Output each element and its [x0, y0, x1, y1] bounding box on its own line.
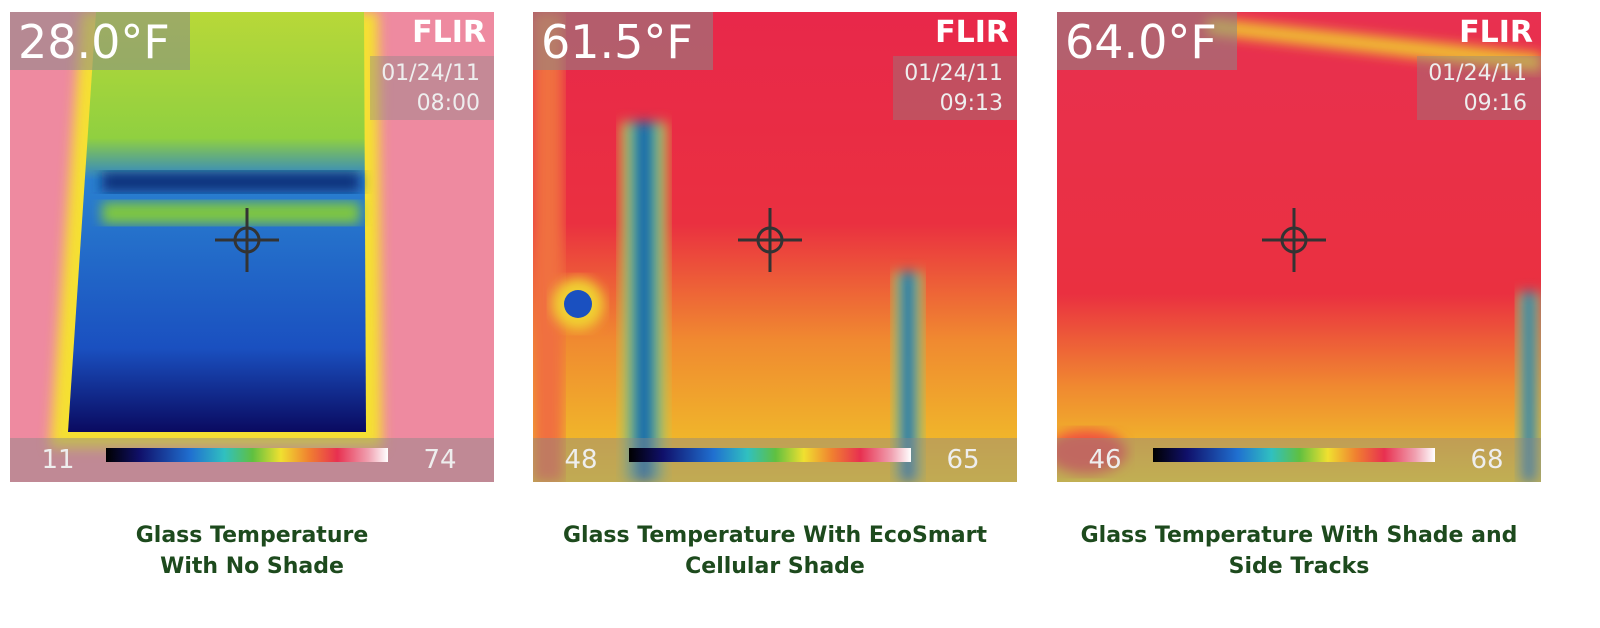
date-box: [893, 56, 1017, 120]
date: 01/24/11: [1428, 61, 1527, 86]
temp-box: [533, 12, 713, 70]
crosshair: [1262, 208, 1326, 272]
cold-streak: [621, 122, 667, 482]
brand: FLIR: [1459, 15, 1533, 50]
caption-line: With No Shade: [160, 554, 344, 579]
warm-edge: [533, 12, 563, 482]
warm-strip: [1207, 18, 1541, 72]
scale-max: 65: [946, 445, 979, 475]
caption: Glass Temperature With EcoSmart Cellular…: [495, 520, 1055, 582]
warm-spot: [1057, 430, 1127, 474]
thermal-image: 28.0°F FLIR 01/24/11 08:00 11 74: [10, 12, 494, 482]
caption-line: Cellular Shade: [685, 554, 865, 579]
color-bar: [1153, 448, 1435, 462]
cold-streak: [1517, 292, 1541, 482]
caption: Glass Temperature With Shade and Side Tr…: [1019, 520, 1579, 582]
date-box: [370, 56, 494, 120]
date-box: [1417, 56, 1541, 120]
time: 09:13: [940, 91, 1003, 116]
time: 09:16: [1464, 91, 1527, 116]
temp-box: [10, 12, 190, 70]
thermal-panel: 28.0°F FLIR 01/24/11 08:00 11 74: [10, 12, 494, 482]
cold-spot: [564, 290, 592, 318]
scale-min: 48: [564, 445, 597, 475]
cold-streak: [893, 272, 923, 482]
brand: FLIR: [412, 15, 486, 50]
time: 08:00: [417, 91, 480, 116]
thermal-image: 64.0°F FLIR 01/24/11 09:16 46 68: [1057, 12, 1541, 482]
brand: FLIR: [935, 15, 1009, 50]
thermal-panel: 64.0°F FLIR 01/24/11 09:16 46 68: [1057, 12, 1541, 482]
caption-line: Glass Temperature With EcoSmart: [562, 523, 987, 548]
temperature: 64.0°F: [1065, 15, 1217, 69]
temperature: 28.0°F: [18, 15, 170, 69]
caption-line: Glass Temperature With Shade and: [1080, 523, 1518, 548]
crosshair: [215, 208, 279, 272]
caption-line: Side Tracks: [1228, 554, 1370, 579]
scale-min: 46: [1088, 445, 1121, 475]
frame-band: [102, 202, 360, 224]
caption-line: Glass Temperature: [135, 523, 369, 548]
background: [1057, 12, 1541, 482]
color-bar: [106, 448, 388, 462]
scale-max: 68: [1470, 445, 1503, 475]
date: 01/24/11: [904, 61, 1003, 86]
thermal-image: 61.5°F FLIR 01/24/11 09:13 48 65: [533, 12, 1017, 482]
scale-min: 11: [41, 445, 74, 475]
background: [533, 12, 1017, 482]
caption: Glass Temperature With No Shade: [0, 520, 532, 582]
date: 01/24/11: [381, 61, 480, 86]
thermal-panel: 61.5°F FLIR 01/24/11 09:13 48 65: [533, 12, 1017, 482]
temp-box: [1057, 12, 1237, 70]
crosshair: [738, 208, 802, 272]
scale-max: 74: [423, 445, 456, 475]
temperature: 61.5°F: [541, 15, 693, 69]
color-bar: [629, 448, 911, 462]
frame-band: [102, 172, 360, 192]
